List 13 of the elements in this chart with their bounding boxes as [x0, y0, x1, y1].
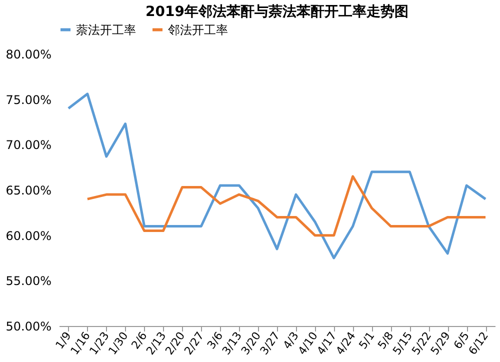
y-tick-label: 55.00%: [6, 274, 52, 288]
y-tick-label: 60.00%: [6, 228, 52, 243]
legend-label: 邻法开工率: [168, 22, 228, 37]
y-tick-label: 75.00%: [6, 92, 52, 107]
y-tick-label: 70.00%: [6, 138, 52, 152]
line-series: [67, 92, 487, 260]
y-tick-label: 50.00%: [6, 320, 52, 334]
y-tick-label: 65.00%: [6, 184, 52, 198]
chart-title: 2019年邻法苯酐与萘法苯酐开工率走势图: [146, 3, 408, 20]
y-tick-label: 80.00%: [6, 48, 52, 62]
x-tick-label: 5/1: [356, 329, 378, 352]
legend-label: 萘法开工率: [76, 22, 136, 37]
line-series: [86, 175, 487, 237]
